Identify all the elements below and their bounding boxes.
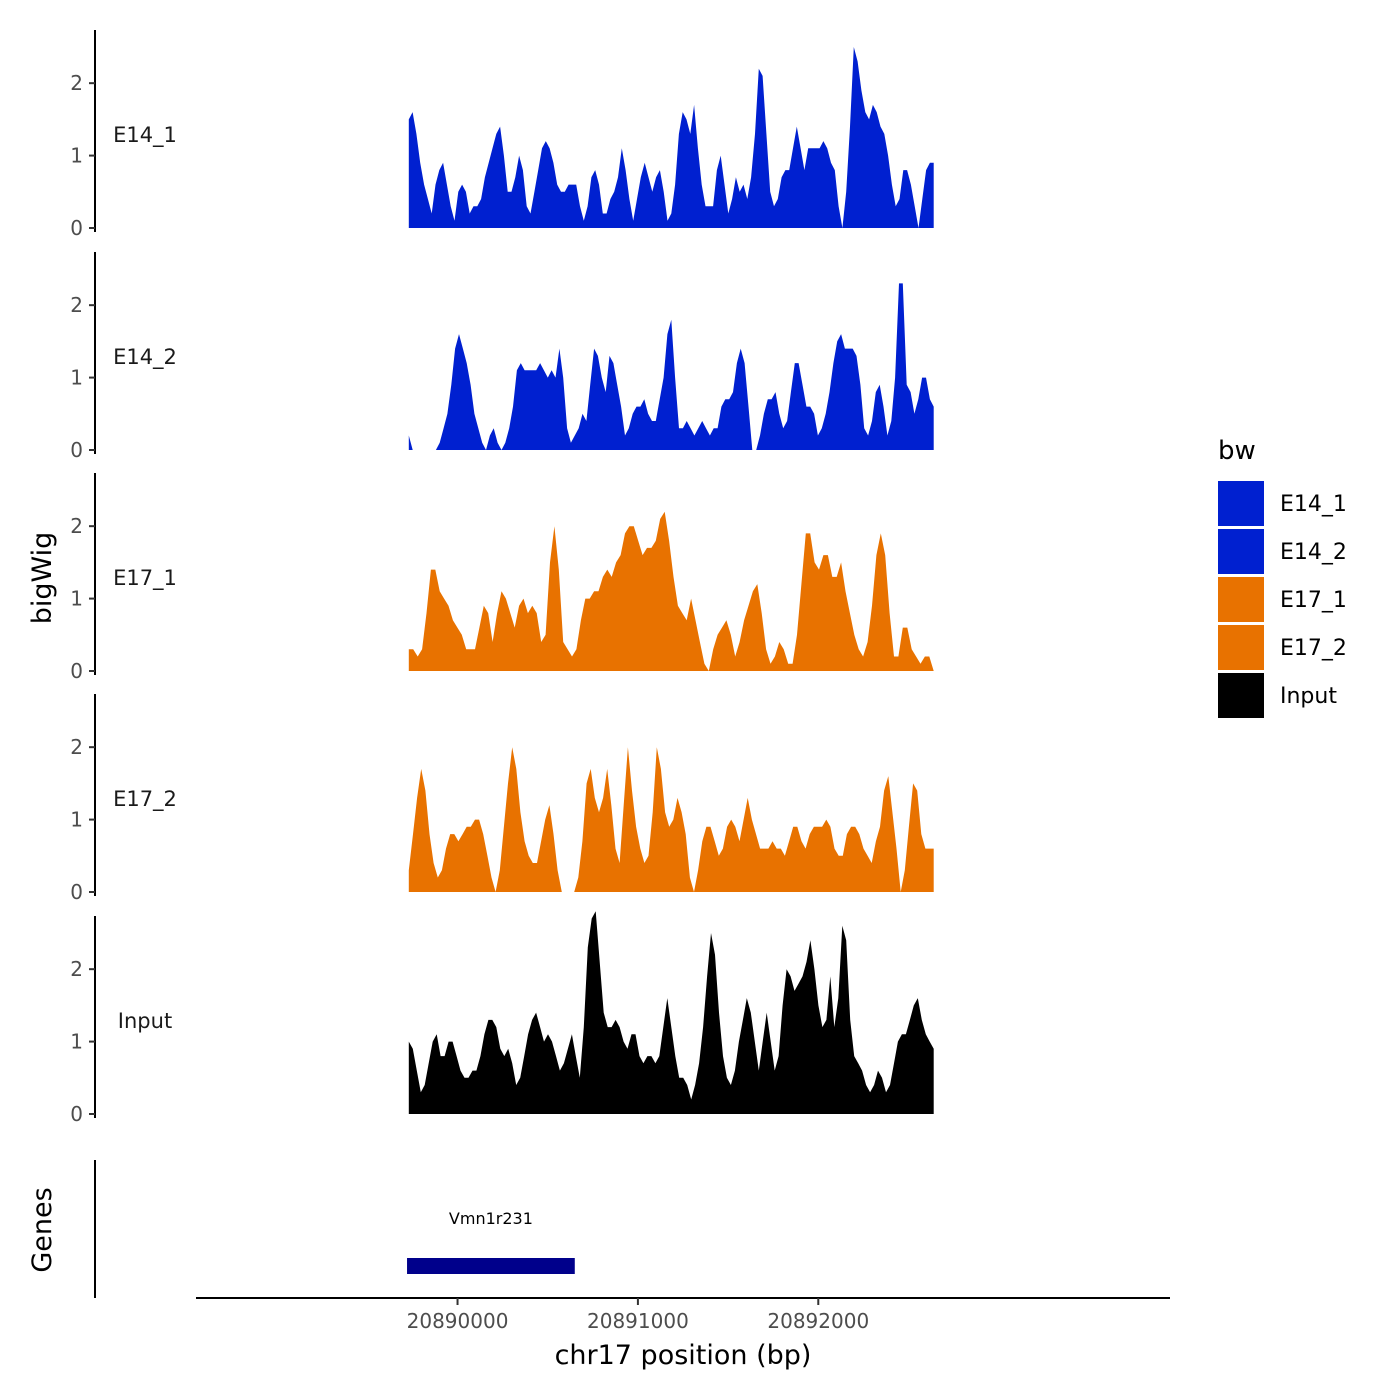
track-E14_1: 0 1 2 E14_1	[70, 30, 934, 240]
x-tick-label: 20891000	[587, 1309, 689, 1333]
legend-swatch-E14_1	[1218, 481, 1264, 526]
legend-label: E17_2	[1280, 636, 1347, 661]
legend-label: E14_1	[1280, 492, 1347, 517]
y-tick-label: 2	[70, 514, 83, 538]
x-tick-label: 20890000	[407, 1309, 509, 1333]
y-tick-label: 2	[70, 735, 83, 759]
y-tick-label: 0	[70, 1102, 83, 1126]
y-tick-label: 2	[70, 71, 83, 95]
legend-swatch-E17_2	[1218, 625, 1264, 670]
y-tick-label: 1	[70, 587, 83, 611]
track-label: Input	[118, 1009, 172, 1033]
legend-label: Input	[1280, 684, 1337, 709]
genes-axis-title: Genes	[27, 1187, 58, 1272]
x-axis-title: chr17 position (bp)	[555, 1340, 812, 1371]
x-tick-label: 20892000	[767, 1309, 869, 1333]
legend-swatch-Input	[1218, 673, 1264, 718]
legend: bw E14_1 E14_2 E17_1 E17_2 Input	[1218, 436, 1347, 718]
y-axis-title: bigWig	[27, 532, 58, 625]
y-tick-label: 0	[70, 216, 83, 240]
y-tick-label: 1	[70, 366, 83, 390]
y-tick-label: 2	[70, 293, 83, 317]
signal-area-E14_2	[408, 283, 934, 450]
legend-label: E14_2	[1280, 540, 1347, 565]
y-tick-label: 2	[70, 957, 83, 981]
track-label: E14_1	[113, 123, 177, 148]
y-tick-label: 0	[70, 659, 83, 683]
legend-label: E17_1	[1280, 588, 1347, 613]
legend-swatch-E17_1	[1218, 577, 1264, 622]
y-tick-label: 0	[70, 438, 83, 462]
track-E17_1: 0 1 2 E17_1	[70, 473, 934, 683]
signal-area-E14_1	[408, 47, 934, 228]
gene-body	[407, 1258, 575, 1274]
track-E14_2: 0 1 2 E14_2	[70, 252, 934, 462]
track-Input: 0 1 2 Input	[70, 911, 934, 1126]
track-label: E17_2	[113, 787, 177, 812]
signal-tracks: 0 1 2 E14_1 0 1 2 E14_2 0 1 2 E17_1 0 1 2 E17_2 0 1 2 Input	[70, 30, 934, 1126]
y-tick-label: 1	[70, 808, 83, 832]
signal-area-E17_1	[408, 511, 934, 671]
genes-panel: Vmn1r231	[94, 1160, 575, 1298]
gene-label: Vmn1r231	[449, 1209, 533, 1228]
y-tick-label: 0	[70, 880, 83, 904]
track-label: E14_2	[113, 345, 177, 370]
y-tick-label: 1	[70, 144, 83, 168]
signal-area-Input	[408, 911, 934, 1114]
signal-area-E17_2	[408, 747, 934, 892]
track-label: E17_1	[113, 566, 177, 591]
legend-title: bw	[1218, 436, 1256, 466]
x-axis: 20890000 20891000 20892000	[196, 1297, 1170, 1333]
track-E17_2: 0 1 2 E17_2	[70, 694, 934, 904]
y-tick-label: 1	[70, 1030, 83, 1054]
legend-swatch-E14_2	[1218, 529, 1264, 574]
